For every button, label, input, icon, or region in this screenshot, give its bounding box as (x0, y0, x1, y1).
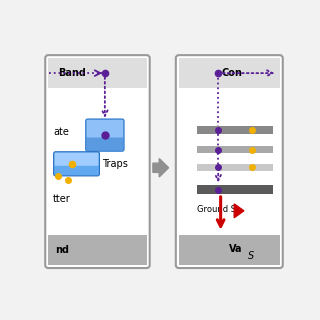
Bar (197, 146, 273, 153)
Text: tter: tter (53, 194, 71, 204)
Bar (197, 185, 273, 194)
FancyBboxPatch shape (87, 120, 123, 138)
FancyBboxPatch shape (55, 153, 99, 166)
Text: S: S (248, 252, 255, 261)
Bar (197, 126, 273, 134)
FancyBboxPatch shape (54, 152, 100, 176)
Bar (48, 235, 147, 265)
Bar (179, 235, 280, 265)
Bar (197, 164, 273, 171)
Text: Ground S: Ground S (197, 205, 236, 214)
Bar (48, 58, 147, 88)
FancyBboxPatch shape (176, 55, 283, 268)
Polygon shape (234, 204, 244, 218)
Text: nd: nd (56, 245, 69, 255)
FancyBboxPatch shape (45, 55, 150, 268)
Text: Con: Con (221, 68, 242, 78)
FancyArrow shape (153, 158, 169, 177)
Text: Band: Band (58, 68, 86, 78)
Text: Va: Va (229, 244, 243, 253)
FancyBboxPatch shape (86, 119, 124, 151)
Text: ate: ate (53, 127, 69, 137)
Text: Traps: Traps (102, 159, 128, 169)
Bar (179, 58, 280, 88)
